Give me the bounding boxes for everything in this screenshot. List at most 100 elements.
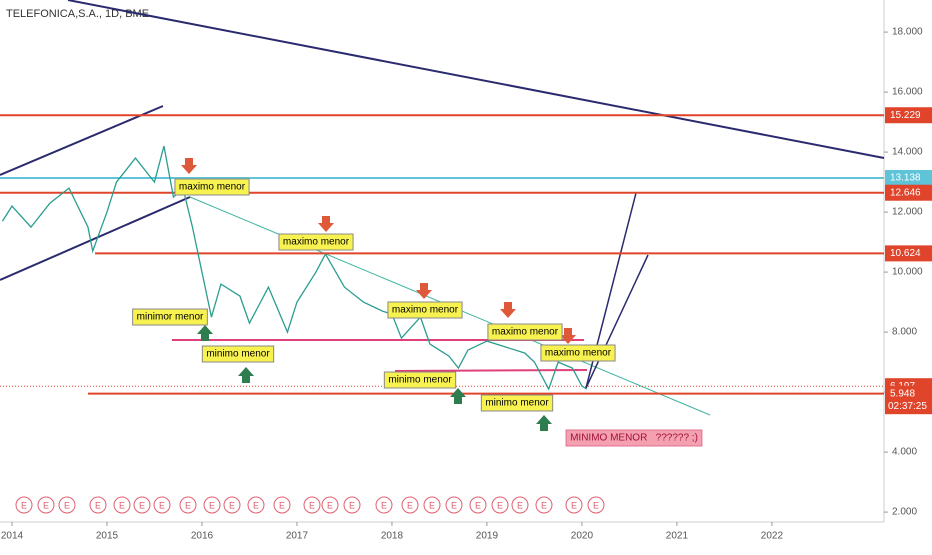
- earnings-marker: [15, 496, 33, 514]
- up-arrow: [197, 325, 213, 341]
- annotation-box: [565, 429, 703, 447]
- annotation-box: [132, 308, 208, 326]
- earnings-label: E: [185, 500, 191, 510]
- earnings-label: E: [209, 500, 215, 510]
- earnings-label: E: [475, 500, 481, 510]
- y-tick-label: 16.000: [892, 87, 923, 98]
- annotation: maximo menor: [179, 182, 246, 193]
- annotation-box: [278, 233, 354, 251]
- annotation: maximo menor: [392, 305, 459, 316]
- y-tick-label: 4.000: [892, 447, 917, 458]
- level-label: 12.646: [890, 187, 921, 198]
- earnings-label: E: [593, 500, 599, 510]
- x-tick-label: 2022: [761, 531, 784, 542]
- x-tick-label: 2019: [476, 531, 499, 542]
- earnings-marker: [401, 496, 419, 514]
- earnings-label: E: [451, 500, 457, 510]
- level-label: 13.138: [890, 173, 921, 184]
- earnings-label: E: [43, 500, 49, 510]
- earnings-marker: [179, 496, 197, 514]
- x-tick-label: 2018: [381, 531, 404, 542]
- trend-line: [394, 369, 588, 372]
- annotation: minimo menor: [206, 349, 270, 360]
- level-tag: [885, 107, 932, 124]
- earnings-label: E: [429, 500, 435, 510]
- level-tag: [885, 245, 932, 262]
- level-tag: [885, 184, 932, 201]
- earnings-marker: [247, 496, 265, 514]
- y-tick-label: 2.000: [892, 507, 917, 518]
- down-arrow: [500, 302, 516, 318]
- level-label: 10.624: [890, 248, 921, 259]
- earnings-label: E: [119, 500, 125, 510]
- down-arrow: [416, 283, 432, 299]
- y-tick-label: 8.000: [892, 327, 917, 338]
- earnings-marker: [469, 496, 487, 514]
- annotation: minimor menor: [137, 312, 204, 323]
- annotation-box: [383, 371, 457, 389]
- earnings-label: E: [327, 500, 333, 510]
- earnings-label: E: [497, 500, 503, 510]
- annotation-box: [174, 178, 250, 196]
- earnings-marker: [423, 496, 441, 514]
- down-arrow: [318, 216, 334, 232]
- earnings-label: E: [381, 500, 387, 510]
- annotation-box: [480, 394, 554, 412]
- earnings-marker: [511, 496, 529, 514]
- annotation-box: [540, 344, 616, 362]
- y-tick-label: 12.000: [892, 207, 923, 218]
- chart-title: TELEFONICA,S.A., 1D, BME: [6, 8, 149, 20]
- annotation: minimo menor: [485, 398, 549, 409]
- annotation-box: [201, 345, 275, 363]
- earnings-marker: [153, 496, 171, 514]
- x-tick-label: 2020: [571, 531, 594, 542]
- earnings-marker: [491, 496, 509, 514]
- y-tick-label: 10.000: [892, 267, 923, 278]
- earnings-marker: [587, 496, 605, 514]
- x-tick-label: 2016: [191, 531, 214, 542]
- annotation: maximo menor: [545, 348, 612, 359]
- earnings-label: E: [229, 500, 235, 510]
- earnings-label: E: [279, 500, 285, 510]
- earnings-marker: [58, 496, 76, 514]
- x-tick-label: 2021: [666, 531, 689, 542]
- level-tag: [885, 169, 932, 186]
- earnings-label: E: [253, 500, 259, 510]
- countdown-tag: [885, 398, 932, 415]
- earnings-label: E: [541, 500, 547, 510]
- earnings-label: E: [309, 500, 315, 510]
- earnings-marker: [37, 496, 55, 514]
- x-tick-label: 2017: [286, 531, 309, 542]
- earnings-label: E: [21, 500, 27, 510]
- trend-line: [585, 254, 649, 389]
- earnings-label: E: [159, 500, 165, 510]
- up-arrow: [536, 415, 552, 431]
- earnings-marker: [565, 496, 583, 514]
- earnings-label: E: [139, 500, 145, 510]
- earnings-label: E: [95, 500, 101, 510]
- trend-line: [0, 196, 191, 281]
- earnings-marker: [375, 496, 393, 514]
- earnings-label: E: [517, 500, 523, 510]
- trend-line: [0, 105, 164, 176]
- x-tick-label: 2014: [1, 531, 24, 542]
- annotation: minimo menor: [388, 375, 452, 386]
- annotation-box: [487, 323, 563, 341]
- annotation: MINIMO MENOR ?????? ;): [570, 433, 698, 444]
- earnings-label: E: [571, 500, 577, 510]
- x-tick-label: 2015: [96, 531, 119, 542]
- down-arrow: [560, 328, 576, 344]
- earnings-marker: [445, 496, 463, 514]
- up-arrow: [450, 388, 466, 404]
- earnings-label: E: [64, 500, 70, 510]
- annotation: maximo menor: [492, 327, 559, 338]
- price-line: [1, 145, 588, 391]
- earnings-label: E: [349, 500, 355, 510]
- earnings-marker: [203, 496, 221, 514]
- earnings-marker: [223, 496, 241, 514]
- up-arrow: [238, 367, 254, 383]
- down-arrow: [181, 158, 197, 174]
- trend-line: [67, 0, 885, 159]
